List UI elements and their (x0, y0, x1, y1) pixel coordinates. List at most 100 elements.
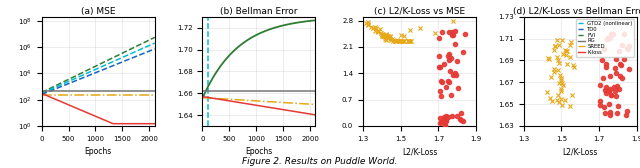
Point (376, 32, 387, 35)
Point (380, 35, 390, 37)
Point (443, 55, 453, 58)
Point (549, 49, 559, 51)
Point (555, 73, 565, 76)
Point (552, 68, 563, 71)
Point (616, 64, 627, 67)
Point (604, 102, 614, 105)
Point (392, 39, 402, 41)
Point (595, 100, 605, 102)
Point (450, 43, 460, 45)
Point (394, 40, 404, 43)
Point (436, 79, 447, 82)
Point (397, 40, 408, 43)
Point (396, 40, 406, 43)
Point (554, 44, 564, 47)
Point (545, 96, 555, 99)
Point (557, 53, 568, 55)
Point (611, 71, 621, 74)
Point (547, 99, 557, 102)
Point (616, 43, 627, 46)
Point (615, 62, 625, 65)
Point (601, 66, 611, 68)
Point (619, 58, 629, 60)
Point (564, 104, 575, 107)
Point (378, 34, 388, 37)
Point (560, 49, 570, 52)
Point (380, 34, 390, 37)
Point (611, 58, 621, 60)
Point (415, 27, 425, 29)
Point (543, 57, 554, 60)
Point (458, 120, 468, 122)
Point (446, 94, 456, 96)
Point (444, 52, 454, 55)
Legend: GTD2 (nonlinear), TD0, FVI, RG, SREED, K-loss: GTD2 (nonlinear), TD0, FVI, RG, SREED, K… (576, 19, 634, 57)
Point (440, 124, 450, 127)
Point (394, 40, 404, 43)
Point (378, 34, 388, 37)
Text: Figure 2. Results on Puddle World.: Figure 2. Results on Puddle World. (243, 157, 397, 166)
Point (556, 90, 566, 93)
Point (605, 111, 616, 114)
Point (549, 68, 559, 71)
Point (382, 35, 392, 38)
Point (449, 20, 459, 23)
Point (604, 90, 614, 93)
Point (397, 40, 407, 43)
Point (399, 40, 410, 43)
Point (373, 31, 383, 34)
Point (442, 119, 452, 121)
Point (559, 99, 570, 102)
Point (443, 79, 453, 82)
Point (542, 91, 552, 93)
Point (554, 61, 564, 64)
Title: (a) MSE: (a) MSE (81, 7, 115, 16)
Point (381, 39, 391, 41)
Point (434, 65, 444, 68)
Point (600, 89, 610, 91)
Point (451, 74, 461, 77)
Point (436, 80, 447, 83)
Point (406, 40, 416, 43)
Point (614, 87, 624, 90)
Point (447, 31, 457, 33)
Point (434, 55, 444, 57)
X-axis label: L2/K-Loss: L2/K-Loss (563, 147, 598, 156)
Point (553, 94, 563, 97)
Point (438, 63, 449, 66)
Point (550, 44, 560, 47)
Point (562, 50, 572, 52)
Point (570, 65, 580, 68)
Point (442, 114, 452, 117)
Point (622, 47, 632, 50)
Point (552, 38, 562, 41)
Point (396, 34, 406, 36)
Point (450, 30, 460, 32)
Point (377, 32, 387, 35)
Point (609, 67, 620, 70)
Point (439, 116, 449, 118)
Point (404, 40, 415, 43)
Point (549, 71, 559, 74)
Point (436, 121, 447, 124)
Point (460, 33, 470, 35)
Point (444, 59, 454, 61)
Point (391, 39, 401, 42)
Point (380, 33, 390, 36)
Point (380, 37, 390, 40)
Point (617, 77, 627, 80)
Point (383, 37, 394, 39)
Point (452, 115, 463, 118)
Point (385, 36, 395, 39)
Point (454, 118, 465, 120)
Title: (b) Bellman Error: (b) Bellman Error (220, 7, 298, 16)
Point (595, 83, 605, 86)
Point (602, 92, 612, 94)
Point (565, 44, 575, 46)
Point (456, 112, 466, 115)
Point (623, 48, 633, 51)
Point (445, 56, 456, 59)
Point (435, 90, 445, 92)
Point (564, 56, 575, 58)
Point (377, 34, 387, 36)
